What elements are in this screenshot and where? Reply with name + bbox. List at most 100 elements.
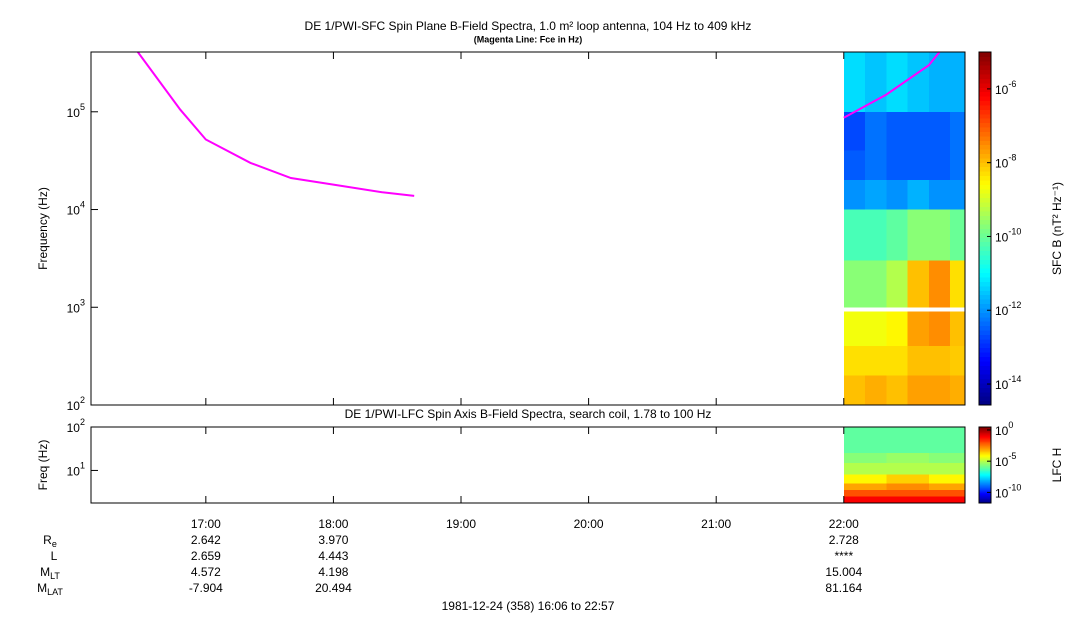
spectrogram-cell xyxy=(886,111,908,151)
colorbar-swatch xyxy=(979,312,991,318)
y-tick-label: 101 xyxy=(67,461,85,479)
spectrogram-cell xyxy=(907,111,929,151)
colorbar-swatch xyxy=(979,303,991,309)
y-tick-label-base: 10 xyxy=(67,421,81,435)
colorbar-swatch xyxy=(979,497,991,499)
ephemeris-label: Re xyxy=(43,533,57,549)
colorbar-swatch xyxy=(979,254,991,260)
colorbar-tick-label: 10-8 xyxy=(995,153,1016,171)
spectrogram-cell xyxy=(950,52,965,112)
colorbar-swatch xyxy=(979,468,991,471)
spectrogram-cell xyxy=(886,462,929,475)
colorbar-swatch xyxy=(979,347,991,353)
colorbar-tick-label-base: 10 xyxy=(995,424,1009,438)
spectrogram-cell xyxy=(843,453,887,463)
spectrogram-cell xyxy=(928,462,965,475)
spectrogram-cell xyxy=(843,260,866,308)
panel-title: DE 1/PWI-SFC Spin Plane B-Field Spectra,… xyxy=(305,19,752,33)
y-tick-label-exp: 4 xyxy=(80,200,85,210)
colorbar-swatch xyxy=(979,91,991,97)
y-axis-label: Frequency (Hz) xyxy=(36,187,50,270)
colorbar-swatch xyxy=(979,496,991,498)
colorbar-swatch xyxy=(979,228,991,234)
colorbar-tick-label-exp: 0 xyxy=(1008,420,1013,430)
y-tick-label: 102 xyxy=(67,395,85,413)
y-tick-label-base: 10 xyxy=(67,465,81,479)
spectrogram-cell xyxy=(950,311,965,347)
colorbar-swatch xyxy=(979,378,991,384)
colorbar-swatch xyxy=(979,494,991,496)
colorbar-swatch xyxy=(979,488,991,491)
colorbar-swatch xyxy=(979,444,991,446)
colorbar-swatch xyxy=(979,477,991,479)
colorbar-swatch xyxy=(979,457,991,459)
y-axis-label: Freq (Hz) xyxy=(36,440,50,491)
colorbar-swatch xyxy=(979,456,991,458)
spectrogram-cell xyxy=(886,496,929,503)
colorbar-swatch xyxy=(979,131,991,137)
colorbar-swatch xyxy=(979,499,991,501)
colorbar-swatch xyxy=(979,487,991,490)
ephemeris-label: MLAT xyxy=(37,581,63,597)
colorbar-swatch xyxy=(979,443,991,445)
colorbar-label: SFC B (nT² Hz⁻¹) xyxy=(1050,182,1064,275)
colorbar-swatch xyxy=(979,454,991,456)
colorbar-tick-label-exp: -5 xyxy=(1008,452,1016,462)
spectrogram-cell xyxy=(950,260,965,308)
y-tick-label-exp: 2 xyxy=(80,395,85,405)
colorbar-swatch xyxy=(979,470,991,473)
colorbar-swatch xyxy=(979,78,991,84)
colorbar-swatch xyxy=(979,307,991,313)
colorbar-swatch xyxy=(979,294,991,300)
spectrogram-cell xyxy=(928,483,965,491)
spectrogram-cell xyxy=(886,453,929,463)
spectrogram-cell xyxy=(928,111,951,151)
colorbar-swatch xyxy=(979,485,991,488)
spectrogram-cell xyxy=(928,209,951,261)
y-tick-label-exp: 3 xyxy=(80,298,85,308)
colorbar-swatch xyxy=(979,210,991,216)
ephemeris-label-sub: LAT xyxy=(47,587,63,597)
ephemeris-label-sub: LT xyxy=(50,571,60,581)
spectrogram-cell xyxy=(843,311,866,347)
colorbar-swatch xyxy=(979,465,991,467)
spectrogram-cell xyxy=(950,375,965,405)
colorbar-swatch xyxy=(979,428,991,431)
colorbar-swatch xyxy=(979,460,991,462)
colorbar-swatch xyxy=(979,281,991,287)
spectrogram-cell xyxy=(928,453,965,463)
colorbar-swatch xyxy=(979,486,991,489)
spectrogram-cell xyxy=(886,150,908,181)
colorbar-swatch xyxy=(979,157,991,163)
colorbar-swatch xyxy=(979,446,991,449)
colorbar-swatch xyxy=(979,175,991,181)
colorbar-swatch xyxy=(979,369,991,375)
spectrogram-cell xyxy=(928,52,951,112)
colorbar-tick-label: 10-10 xyxy=(995,483,1021,501)
spectrogram-cell xyxy=(865,346,887,376)
colorbar-swatch xyxy=(979,464,991,466)
spectrogram-cell xyxy=(886,52,908,112)
colorbar-swatch xyxy=(979,459,991,461)
spectrogram-cell xyxy=(928,375,951,405)
colorbar-swatch xyxy=(979,153,991,159)
colorbar-swatch xyxy=(979,500,991,502)
colorbar-swatch xyxy=(979,466,991,469)
spectrogram-cell xyxy=(928,440,965,454)
spectrogram-cell xyxy=(865,180,887,210)
colorbar-swatch xyxy=(979,450,991,453)
colorbar-tick-label: 10-10 xyxy=(995,227,1021,245)
colorbar-swatch xyxy=(979,448,991,451)
colorbar-swatch xyxy=(979,60,991,66)
colorbar-swatch xyxy=(979,463,991,465)
colorbar-swatch xyxy=(979,427,991,429)
ephemeris-label-main: L xyxy=(51,549,58,563)
ephemeris-value: 4.572 xyxy=(191,565,221,579)
colorbar-swatch xyxy=(979,472,991,475)
colorbar-swatch xyxy=(979,104,991,110)
colorbar-swatch xyxy=(979,432,991,435)
spectrogram-cell xyxy=(928,311,951,347)
colorbar-swatch xyxy=(979,206,991,212)
spectrogram-cell xyxy=(843,52,866,112)
colorbar-swatch xyxy=(979,219,991,225)
